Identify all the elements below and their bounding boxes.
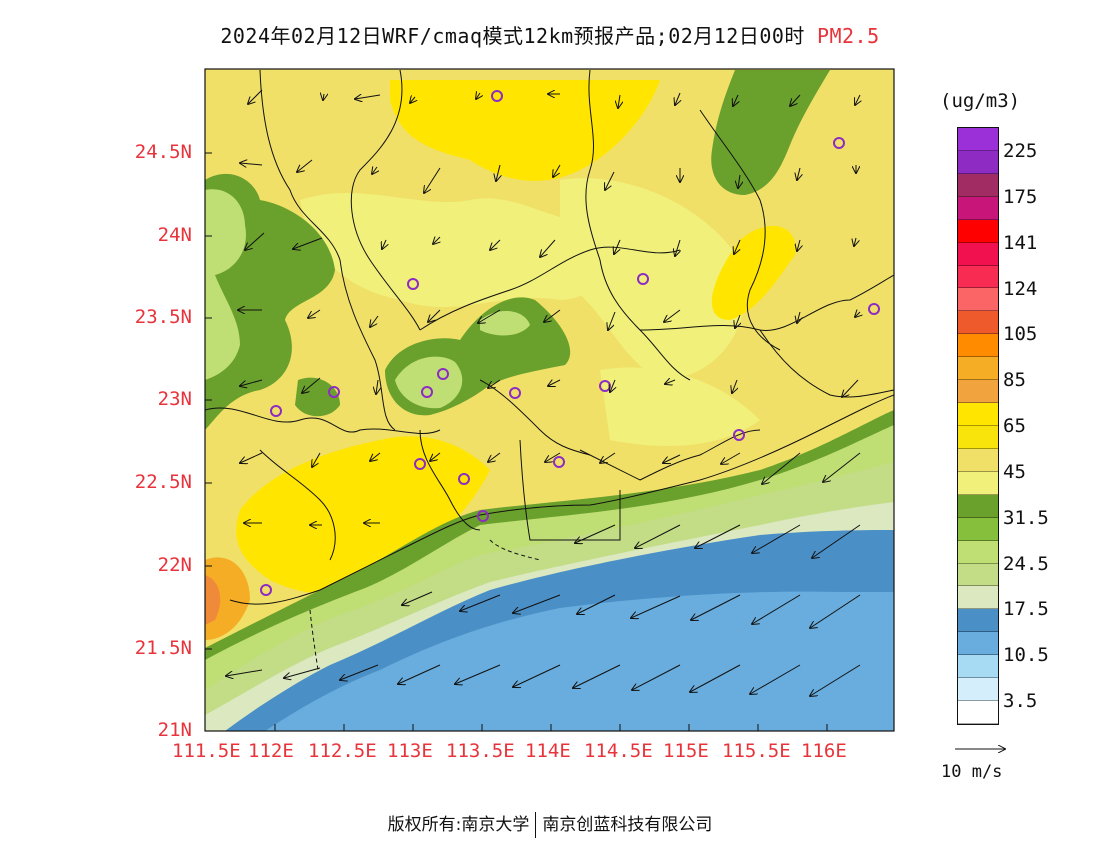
lon-label: 113.5E [446, 740, 515, 762]
colorbar-swatch [958, 265, 998, 289]
colorbar-swatch [958, 540, 998, 564]
lat-label: 21.5N [134, 637, 192, 659]
map-title: 2024年02月12日WRF/cmaq模式12km预报产品;02月12日00时 P… [0, 20, 1100, 49]
colorbar-label: 141 [1003, 232, 1038, 254]
colorbar-swatch [958, 288, 998, 312]
colorbar-swatch [958, 403, 998, 426]
lon-label: 113E [387, 740, 433, 762]
colorbar-swatch [958, 678, 998, 702]
colorbar-label: 65 [1003, 415, 1026, 437]
colorbar-swatch [958, 128, 998, 151]
colorbar-swatch [958, 196, 998, 220]
axis-ticks [205, 152, 828, 731]
colorbar-swatch [958, 517, 998, 541]
lat-label: 22N [157, 554, 192, 576]
wind-scale-label: 10 m/s [941, 762, 1003, 782]
colorbar-swatch [958, 311, 998, 335]
company-name: 南京创蓝科技有限公司 [542, 815, 713, 835]
concentration-field [205, 69, 894, 731]
colorbar-swatch [958, 632, 998, 656]
colorbar-swatch [958, 494, 998, 518]
lat-label: 24N [157, 224, 192, 246]
pollutant-label: PM2.5 [816, 24, 880, 48]
colorbar-swatch [958, 357, 998, 381]
colorbar-label: 45 [1003, 461, 1026, 483]
colorbar-swatch [958, 563, 998, 587]
colorbar [957, 127, 999, 725]
lon-label: 112.5E [308, 740, 377, 762]
colorbar-swatch [958, 586, 998, 610]
wind-vectors [226, 89, 860, 696]
colorbar-label: 3.5 [1003, 690, 1038, 712]
colorbar-swatch [958, 380, 998, 404]
colorbar-swatch [958, 173, 998, 197]
colorbar-swatch [958, 701, 998, 724]
city-markers [260, 90, 880, 596]
lat-label: 23N [157, 388, 192, 410]
colorbar-swatch [958, 609, 998, 633]
lon-label: 115E [663, 740, 709, 762]
copyright-footer: 版权所有:南京大学 南京创蓝科技有限公司 [0, 810, 1100, 838]
colorbar-swatch [958, 219, 998, 243]
colorbar-label: 17.5 [1003, 598, 1049, 620]
colorbar-label: 105 [1003, 323, 1038, 345]
colorbar-label: 175 [1003, 186, 1038, 208]
lat-label: 24.5N [134, 141, 192, 163]
colorbar-label: 85 [1003, 369, 1026, 391]
colorbar-label: 124 [1003, 278, 1038, 300]
colorbar-label: 225 [1003, 140, 1038, 162]
lon-label: 114.5E [584, 740, 653, 762]
colorbar-units: (ug/m3) [940, 90, 1021, 112]
lat-label: 22.5N [134, 471, 192, 493]
footer-divider [535, 812, 537, 838]
copyright-text: 版权所有:南京大学 [387, 815, 530, 835]
colorbar-swatch [958, 471, 998, 495]
colorbar-swatch [958, 150, 998, 174]
colorbar-swatch [958, 242, 998, 266]
admin-boundaries [205, 69, 894, 605]
lat-label: 21N [157, 719, 192, 741]
lon-label: 115.5E [722, 740, 791, 762]
lat-label: 23.5N [134, 306, 192, 328]
lon-label: 112E [248, 740, 294, 762]
title-text: 2024年02月12日WRF/cmaq模式12km预报产品;02月12日00时 [220, 24, 805, 48]
lon-label: 114E [525, 740, 571, 762]
colorbar-swatch [958, 334, 998, 358]
sea-boundary [309, 539, 541, 671]
colorbar-label: 24.5 [1003, 553, 1049, 575]
colorbar-swatch [958, 448, 998, 472]
colorbar-label: 10.5 [1003, 644, 1049, 666]
colorbar-label: 31.5 [1003, 507, 1049, 529]
colorbar-swatch [958, 655, 998, 679]
colorbar-swatch [958, 425, 998, 449]
lon-label: 111.5E [172, 740, 241, 762]
lon-label: 116E [801, 740, 847, 762]
